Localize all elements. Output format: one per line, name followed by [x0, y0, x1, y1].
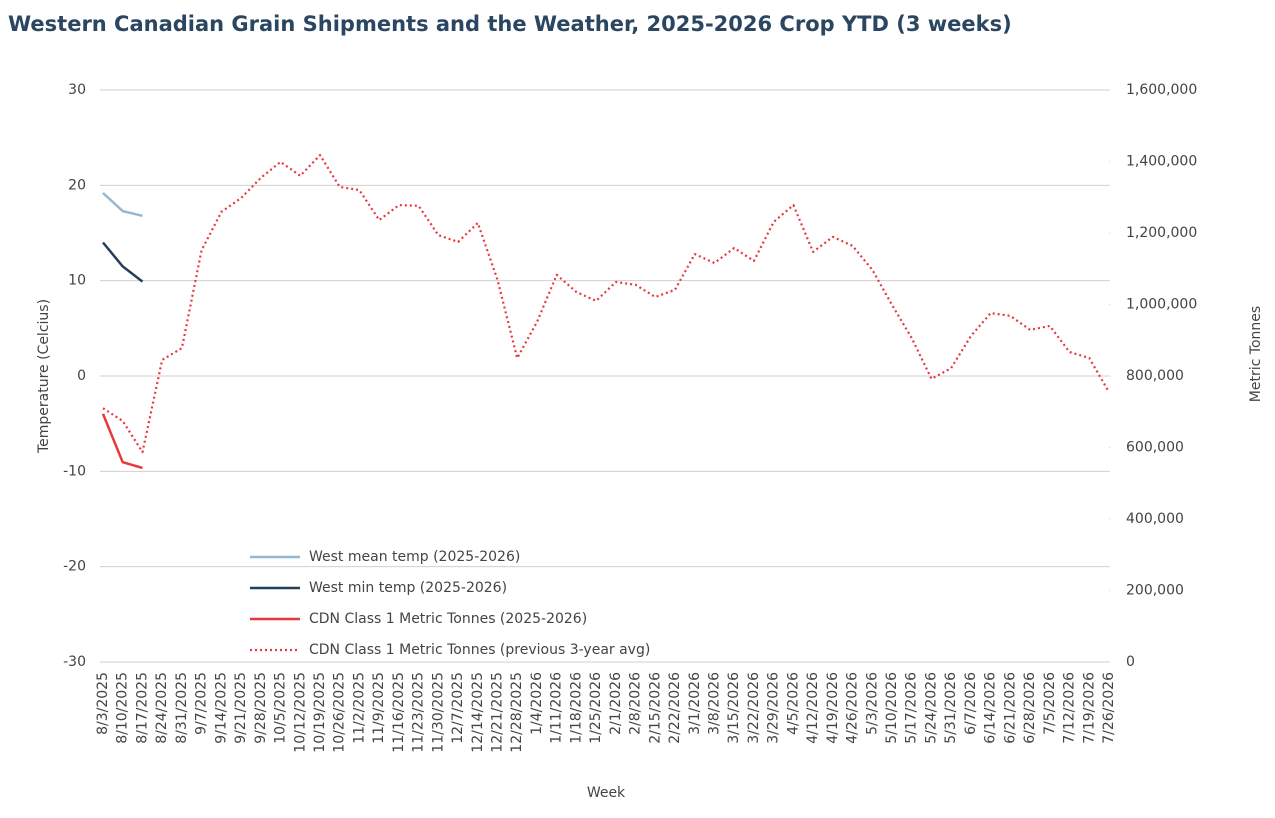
series-line	[102, 154, 1110, 454]
x-axis-title: Week	[587, 785, 626, 801]
y2-tick-label: 800,000	[1126, 368, 1184, 384]
x-tick-label: 10/26/2025	[332, 672, 348, 753]
x-tick-label: 12/21/2025	[490, 672, 506, 753]
x-tick-label: 6/14/2026	[983, 672, 999, 744]
x-tick-label: 11/2/2025	[351, 672, 367, 744]
x-tick-label: 10/5/2025	[273, 672, 289, 744]
y-tick-label: -30	[63, 654, 86, 670]
x-tick-label: 11/16/2025	[391, 672, 407, 753]
x-tick-label: 8/3/2025	[95, 672, 111, 735]
y2-tick-label: 200,000	[1126, 583, 1184, 599]
x-tick-label: 11/30/2025	[430, 672, 446, 753]
x-tick-label: 4/19/2026	[825, 672, 841, 744]
x-tick-label: 1/25/2026	[588, 672, 604, 744]
x-tick-label: 5/3/2026	[864, 672, 880, 735]
x-tick-label: 7/12/2026	[1062, 672, 1078, 744]
y2-tick-label: 0	[1126, 654, 1135, 670]
legend-label: West min temp (2025-2026)	[309, 580, 507, 596]
y2-tick-label: 400,000	[1126, 511, 1184, 527]
x-tick-label: 8/24/2025	[154, 672, 170, 744]
x-tick-label: 5/10/2026	[884, 672, 900, 744]
x-tick-label: 1/11/2026	[549, 672, 565, 744]
x-tick-label: 12/28/2025	[509, 672, 525, 753]
x-tick-label: 9/7/2025	[194, 672, 210, 735]
series-line	[102, 192, 143, 218]
x-tick-label: 8/10/2025	[115, 672, 131, 744]
x-tick-label: 2/15/2026	[647, 672, 663, 744]
series-line	[101, 413, 143, 470]
y-tick-label: -10	[63, 463, 86, 479]
y-tick-label: 30	[68, 82, 86, 98]
x-tick-label: 10/12/2025	[292, 672, 308, 753]
x-tick-label: 3/1/2026	[687, 672, 703, 735]
x-tick-label: 6/21/2026	[1002, 672, 1018, 744]
y2-tick-label: 600,000	[1126, 440, 1184, 456]
x-tick-label: 6/28/2026	[1022, 672, 1038, 744]
x-tick-label: 12/7/2025	[450, 672, 466, 744]
x-tick-label: 7/5/2026	[1042, 672, 1058, 735]
x-tick-label: 10/19/2025	[312, 672, 328, 753]
x-tick-label: 4/5/2026	[785, 672, 801, 735]
y-tick-label: 0	[77, 368, 86, 384]
legend-label: West mean temp (2025-2026)	[309, 549, 520, 565]
x-tick-label: 9/14/2025	[213, 672, 229, 744]
y2-tick-label: 1,000,000	[1126, 297, 1197, 313]
x-tick-label: 9/28/2025	[253, 672, 269, 744]
x-tick-label: 4/26/2026	[845, 672, 861, 744]
y2-axis-title: Metric Tonnes	[1248, 306, 1264, 402]
y2-tick-label: 1,400,000	[1126, 154, 1197, 170]
x-tick-label: 6/7/2026	[963, 672, 979, 735]
y-tick-label: -20	[63, 559, 86, 575]
y2-tick-label: 1,200,000	[1126, 225, 1197, 241]
x-tick-label: 1/4/2026	[529, 672, 545, 735]
x-tick-label: 3/29/2026	[766, 672, 782, 744]
x-tick-label: 3/15/2026	[726, 672, 742, 744]
x-tick-label: 7/26/2026	[1101, 672, 1117, 744]
x-tick-label: 5/17/2026	[904, 672, 920, 744]
chart-title: Western Canadian Grain Shipments and the…	[8, 12, 1012, 36]
series-line	[102, 241, 144, 283]
x-tick-label: 9/21/2025	[233, 672, 249, 744]
y2-tick-label: 1,600,000	[1126, 82, 1197, 98]
x-tick-label: 8/17/2025	[134, 672, 150, 744]
x-tick-label: 3/22/2026	[746, 672, 762, 744]
y-tick-label: 10	[68, 273, 86, 289]
legend-label: CDN Class 1 Metric Tonnes (previous 3-ye…	[309, 642, 650, 658]
legend-label: CDN Class 1 Metric Tonnes (2025-2026)	[309, 611, 587, 627]
x-tick-label: 2/8/2026	[628, 672, 644, 735]
x-tick-label: 3/8/2026	[706, 672, 722, 735]
x-tick-label: 11/9/2025	[371, 672, 387, 744]
y-tick-label: 20	[68, 177, 86, 193]
x-tick-label: 5/24/2026	[923, 672, 939, 744]
x-tick-label: 2/22/2026	[667, 672, 683, 744]
x-tick-label: 11/23/2025	[411, 672, 427, 753]
x-tick-label: 8/31/2025	[174, 672, 190, 744]
x-tick-label: 2/1/2026	[608, 672, 624, 735]
x-tick-label: 5/31/2026	[943, 672, 959, 744]
y-axis-title: Temperature (Celcius)	[36, 299, 52, 454]
x-tick-label: 4/12/2026	[805, 672, 821, 744]
x-tick-label: 7/19/2026	[1081, 672, 1097, 744]
x-tick-label: 12/14/2025	[470, 672, 486, 753]
x-tick-label: 1/18/2026	[568, 672, 584, 744]
